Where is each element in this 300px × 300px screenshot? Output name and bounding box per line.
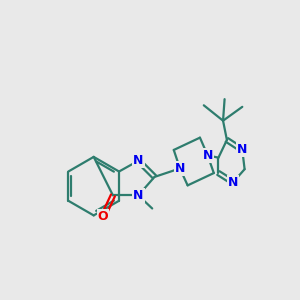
Text: O: O: [98, 211, 108, 224]
Text: N: N: [133, 189, 143, 202]
Text: N: N: [133, 154, 143, 167]
Text: N: N: [228, 176, 238, 189]
Text: N: N: [175, 162, 185, 175]
Text: N: N: [202, 149, 213, 162]
Text: N: N: [237, 143, 247, 157]
